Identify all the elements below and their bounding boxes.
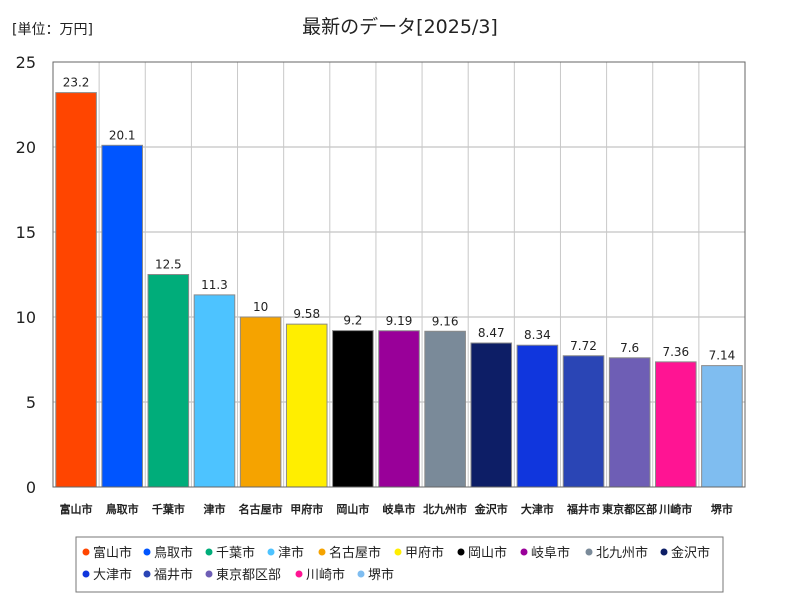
legend-label: 鳥取市 xyxy=(154,545,193,561)
bar xyxy=(562,355,605,488)
x-tick-label: 名古屋市 xyxy=(239,502,283,516)
legend-label: 大津市 xyxy=(93,567,132,583)
x-tick-label: 東京都区部 xyxy=(602,502,657,516)
data-label: 10 xyxy=(253,300,268,314)
data-label: 8.34 xyxy=(524,328,551,342)
x-tick-label: 富山市 xyxy=(60,502,93,516)
legend-marker xyxy=(82,548,90,556)
legend-marker xyxy=(520,548,528,556)
legend-label: 福井市 xyxy=(154,567,193,583)
legend-label: 川崎市 xyxy=(306,567,345,583)
x-tick-label: 福井市 xyxy=(566,502,600,516)
x-tick-label: 岡山市 xyxy=(336,502,369,516)
bar xyxy=(424,330,466,488)
bar xyxy=(193,294,236,488)
bar xyxy=(332,330,374,488)
legend-label: 東京都区部 xyxy=(216,567,281,583)
x-tick-label: 大津市 xyxy=(521,502,554,516)
y-tick-label: 5 xyxy=(26,393,36,412)
bar xyxy=(239,316,282,488)
y-tick-label: 25 xyxy=(16,53,36,72)
x-tick-label: 岐阜市 xyxy=(383,502,416,516)
plot-area: 0 5 10 15 20 25 23.2 富山市 20.1 鳥取市 12.5 千葉市 11.3 津市 10 名… xyxy=(16,53,746,516)
legend-marker xyxy=(267,548,275,556)
data-label: 8.47 xyxy=(478,326,505,340)
bar xyxy=(608,357,651,488)
x-tick-label: 甲府市 xyxy=(290,502,323,516)
data-label: 7.14 xyxy=(709,349,736,363)
x-tick-label: 鳥取市 xyxy=(106,502,139,516)
x-tick-label: 津市 xyxy=(203,502,225,516)
data-label: 9.19 xyxy=(386,314,413,328)
legend-marker xyxy=(394,548,402,556)
legend-label: 甲府市 xyxy=(405,545,444,561)
legend-marker xyxy=(357,570,365,578)
legend-label: 千葉市 xyxy=(216,545,255,561)
x-tick-label: 堺市 xyxy=(711,502,733,516)
bar xyxy=(285,323,328,488)
bar xyxy=(378,330,420,488)
legend-marker xyxy=(585,548,593,556)
legend-label: 岡山市 xyxy=(468,545,507,561)
legend-label: 富山市 xyxy=(93,545,132,561)
legend-marker xyxy=(318,548,326,556)
legend-marker xyxy=(205,548,213,556)
data-label: 7.72 xyxy=(570,339,597,353)
plot-border xyxy=(52,61,746,488)
data-label: 7.36 xyxy=(662,345,689,359)
legend-label: 堺市 xyxy=(368,567,394,583)
x-tick-label: 北九州市 xyxy=(423,502,467,516)
legend-marker xyxy=(457,548,465,556)
data-label: 9.16 xyxy=(432,314,459,328)
bar xyxy=(55,92,97,488)
data-label: 9.58 xyxy=(293,307,320,321)
x-tick-label: 千葉市 xyxy=(152,502,185,516)
bar xyxy=(101,144,143,488)
bar xyxy=(655,361,697,488)
unit-label: [単位：万円] xyxy=(12,22,93,38)
x-tick-label: 川崎市 xyxy=(658,502,692,516)
data-label: 11.3 xyxy=(201,278,228,292)
y-tick-label: 0 xyxy=(26,478,36,497)
data-label: 9.2 xyxy=(343,314,362,328)
y-tick-label: 10 xyxy=(16,308,36,327)
legend-marker xyxy=(143,570,151,578)
data-label: 7.6 xyxy=(620,341,639,355)
legend-box xyxy=(75,536,724,593)
legend-marker xyxy=(143,548,151,556)
legend-label: 金沢市 xyxy=(671,545,710,561)
legend-label: 北九州市 xyxy=(596,545,648,561)
legend-marker xyxy=(82,570,90,578)
legend-marker xyxy=(205,570,213,578)
legend-marker xyxy=(660,548,668,556)
x-tick-label: 金沢市 xyxy=(474,502,508,516)
legend-label: 名古屋市 xyxy=(329,545,381,561)
legend-label: 岐阜市 xyxy=(531,545,570,561)
data-label: 20.1 xyxy=(109,128,136,142)
bar xyxy=(470,342,513,488)
chart-title: 最新のデータ[2025/3] xyxy=(302,16,498,38)
y-tick-label: 20 xyxy=(16,138,36,157)
data-label: 23.2 xyxy=(63,76,90,90)
data-label: 12.5 xyxy=(155,258,182,272)
legend-label: 津市 xyxy=(278,545,304,561)
bar xyxy=(701,365,743,488)
bar xyxy=(147,274,190,488)
y-tick-label: 15 xyxy=(16,223,36,242)
legend-marker xyxy=(295,570,303,578)
bar xyxy=(516,344,559,488)
